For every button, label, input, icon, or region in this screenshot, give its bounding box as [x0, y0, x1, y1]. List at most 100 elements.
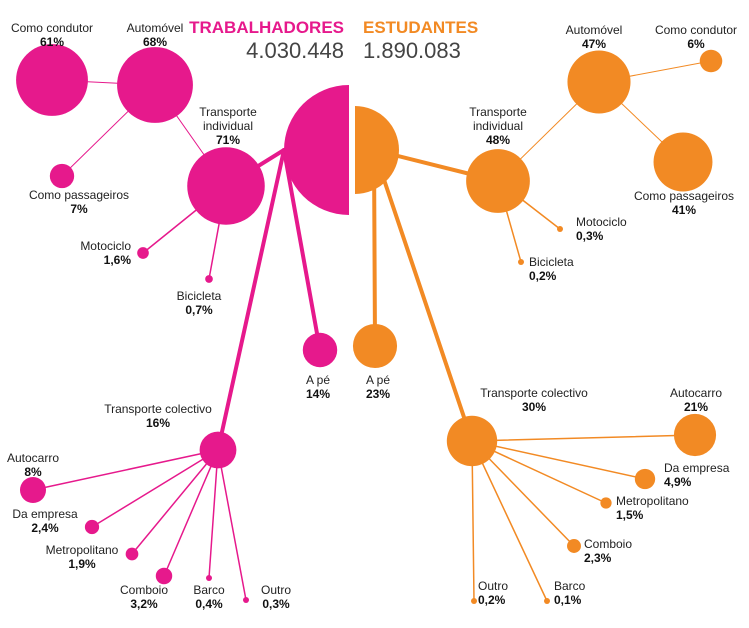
- workers-pct-outro: 0,3%: [262, 597, 290, 611]
- workers-bubble-comboio: [155, 567, 173, 585]
- students-pct-barco: 0,1%: [554, 593, 582, 607]
- students-bubble-comboio: [567, 539, 581, 553]
- students-pct-passageiros: 41%: [672, 203, 696, 217]
- students-label-colectivo: Transporte colectivo: [480, 386, 588, 400]
- students-pct-auto: 47%: [582, 37, 606, 51]
- workers-pct-barco: 0,4%: [195, 597, 223, 611]
- students-pct-individual: 48%: [486, 133, 510, 147]
- workers-label-individual-line0: Transporte: [199, 105, 257, 119]
- workers-link-outro: [217, 449, 247, 601]
- students-bubble-auto: [567, 50, 631, 114]
- workers-label-colectivo: Transporte colectivo: [104, 402, 212, 416]
- students-link-barco: [471, 440, 548, 602]
- workers-bubble-autocarro: [19, 476, 47, 504]
- workers-pct-autocarro: 8%: [24, 465, 42, 479]
- workers-link-colectivo: [216, 148, 286, 452]
- students-pct-ape: 23%: [366, 387, 390, 401]
- node-layer: [16, 44, 723, 604]
- workers-pct-moto: 1,6%: [104, 253, 132, 267]
- students-label-outro: Outro: [478, 579, 508, 593]
- workers-pct-condutor: 61%: [40, 35, 64, 49]
- students-pct-metro: 1,5%: [616, 508, 644, 522]
- students-label-individual-line1: individual: [473, 119, 523, 133]
- workers-total-half: [284, 85, 349, 215]
- students-total-half: [355, 106, 399, 194]
- workers-label-metro: Metropolitano: [46, 543, 119, 557]
- workers-pct-passageiros: 7%: [70, 202, 88, 216]
- students-bubble-ape: [352, 323, 398, 369]
- workers-label-passageiros: Como passageiros: [29, 188, 129, 202]
- workers-bubble-moto: [137, 247, 149, 259]
- students-link-autocarro: [471, 434, 696, 442]
- workers-label-comboio: Comboio: [120, 583, 168, 597]
- workers-link-ape: [282, 148, 322, 352]
- students-label-metro: Metropolitano: [616, 494, 689, 508]
- students-label-ape: A pé: [366, 373, 390, 387]
- students-pct-autocarro: 21%: [684, 400, 708, 414]
- students-label-barco: Barco: [554, 579, 586, 593]
- workers-bubble-individual: [187, 147, 265, 225]
- students-pct-outro: 0,2%: [478, 593, 506, 607]
- workers-pct-comboio: 3,2%: [130, 597, 158, 611]
- workers-label-ape: A pé: [306, 373, 330, 387]
- students-pct-colectivo: 30%: [522, 400, 546, 414]
- students-bubble-autocarro: [673, 413, 717, 457]
- workers-total: 4.030.448: [246, 38, 344, 63]
- students-title: ESTUDANTES: [363, 18, 478, 37]
- workers-pct-metro: 1,9%: [68, 557, 96, 571]
- students-bubble-metro: [600, 497, 612, 509]
- workers-bubble-metro: [125, 547, 139, 561]
- students-bubble-bici: [518, 259, 524, 265]
- workers-bubble-passageiros: [49, 163, 75, 189]
- workers-link-autocarro: [32, 449, 219, 491]
- workers-pct-colectivo: 16%: [146, 416, 170, 430]
- workers-bubble-ape: [302, 332, 338, 368]
- students-link-colectivo: [372, 148, 474, 443]
- students-link-empresa: [471, 440, 646, 480]
- workers-label-condutor: Como condutor: [11, 21, 93, 35]
- workers-link-barco: [208, 449, 219, 579]
- workers-bubble-colectivo: [199, 431, 237, 469]
- workers-bubble-barco: [206, 575, 212, 581]
- students-label-empresa: Da empresa: [664, 461, 730, 475]
- workers-pct-individual: 71%: [216, 133, 240, 147]
- students-pct-condutor: 6%: [687, 37, 705, 51]
- students-label-individual-line0: Transporte: [469, 105, 527, 119]
- workers-pct-empresa: 2,4%: [31, 521, 59, 535]
- workers-link-empresa: [91, 449, 219, 528]
- workers-bubble-bici: [205, 275, 213, 283]
- students-bubble-passageiros: [653, 132, 713, 192]
- workers-pct-bici: 0,7%: [185, 303, 213, 317]
- students-label-condutor: Como condutor: [655, 23, 737, 37]
- workers-title: TRABALHADORES: [189, 18, 344, 37]
- students-bubble-individual: [466, 149, 530, 213]
- students-pct-empresa: 4,9%: [664, 475, 692, 489]
- workers-bubble-condutor: [16, 44, 88, 116]
- workers-label-autocarro: Autocarro: [7, 451, 59, 465]
- students-bubble-outro: [471, 598, 477, 604]
- workers-label-outro: Outro: [261, 583, 291, 597]
- students-bubble-moto: [557, 226, 563, 232]
- students-label-comboio: Comboio: [584, 537, 632, 551]
- workers-label-empresa: Da empresa: [12, 507, 78, 521]
- students-pct-comboio: 2,3%: [584, 551, 612, 565]
- workers-bubble-empresa: [84, 519, 100, 535]
- students-label-moto: Motociclo: [576, 215, 627, 229]
- workers-bubble-outro: [243, 597, 249, 603]
- center-halves-layer: [284, 85, 399, 215]
- students-label-passageiros: Como passageiros: [634, 189, 734, 203]
- students-label-auto: Automóvel: [566, 23, 623, 37]
- workers-link-comboio: [163, 449, 219, 577]
- students-total: 1.890.083: [363, 38, 461, 63]
- text-layer: Transporteindividual71%Automóvel68%Como …: [7, 21, 737, 611]
- workers-link-metro: [131, 449, 219, 555]
- workers-label-individual-line1: individual: [203, 119, 253, 133]
- workers-label-auto: Automóvel: [127, 21, 184, 35]
- students-bubble-condutor: [699, 49, 723, 73]
- students-pct-moto: 0,3%: [576, 229, 604, 243]
- workers-label-moto: Motociclo: [80, 239, 131, 253]
- students-link-outro: [471, 440, 475, 602]
- students-bubble-colectivo: [446, 415, 498, 467]
- students-bubble-barco: [544, 598, 550, 604]
